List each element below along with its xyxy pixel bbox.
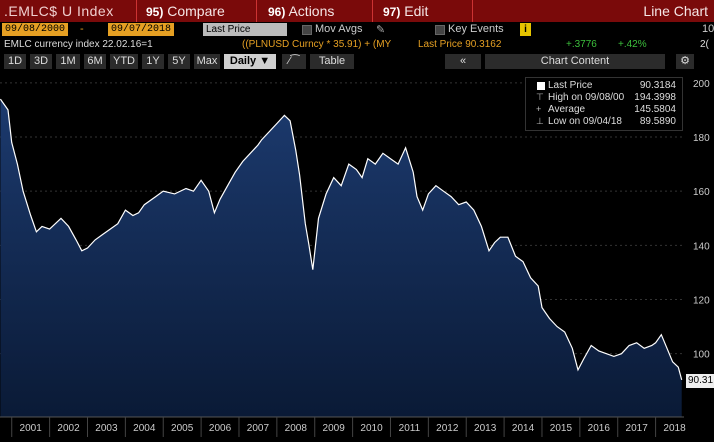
date-range-dash: -	[80, 23, 84, 35]
end-date-field[interactable]: 09/07/2018	[108, 23, 175, 36]
security-ticker[interactable]: .EMLC$ U Index	[4, 3, 114, 19]
x-tick-label: 2005	[171, 423, 194, 434]
y-tick-label: 180	[693, 133, 710, 144]
y-tick-label: 140	[693, 241, 710, 252]
x-tick-label: 2002	[57, 423, 80, 434]
legend-average-label: Average	[548, 104, 586, 115]
y-tick-label: 160	[693, 187, 710, 198]
period-3d-button[interactable]: 3D	[30, 54, 52, 69]
compare-button[interactable]: 95) Compare	[146, 3, 225, 19]
period-6m-button[interactable]: 6M	[84, 54, 106, 69]
actions-number: 96)	[268, 5, 286, 19]
x-tick-label: 2013	[474, 423, 497, 434]
collapse-icon[interactable]: «	[445, 54, 481, 69]
compare-label: Compare	[167, 3, 225, 19]
period-1d-button[interactable]: 1D	[4, 54, 26, 69]
field-select[interactable]: Last Price	[203, 23, 287, 36]
title-separator	[136, 0, 137, 22]
legend-high: ⊤ High on 09/08/00 194.3998	[526, 92, 682, 104]
x-tick-label: 2006	[209, 423, 232, 434]
start-date-field[interactable]: 09/08/2000	[2, 23, 69, 36]
x-tick-label: 2016	[588, 423, 611, 434]
y-tick-label: 120	[693, 296, 710, 307]
title-separator	[472, 0, 473, 22]
x-tick-label: 2012	[436, 423, 459, 434]
x-tick-label: 2001	[20, 423, 43, 434]
x-tick-label: 2011	[399, 423, 421, 434]
actions-label: Actions	[288, 3, 335, 19]
compare-number: 95)	[146, 5, 164, 19]
right-number: 10	[702, 23, 714, 35]
mov-avgs-checkbox[interactable]	[302, 25, 312, 35]
x-tick-label: 2007	[247, 423, 270, 434]
x-tick-label: 2003	[95, 423, 118, 434]
x-tick-label: 2015	[550, 423, 573, 434]
price-line	[0, 98, 683, 381]
chart-legend: Last Price 90.3184 ⊤ High on 09/08/00 19…	[525, 77, 683, 131]
last-value-tag: 90.31	[686, 374, 714, 388]
y-tick-label: 200	[693, 79, 710, 90]
x-tick-label: 2010	[360, 423, 383, 434]
key-events-checkbox[interactable]	[435, 25, 445, 35]
line-chart-icon[interactable]: ⁄⁀	[282, 54, 306, 69]
legend-last-price-label: Last Price	[548, 80, 593, 91]
legend-last-price-value: 90.3184	[639, 80, 676, 91]
chart-type-label[interactable]: Line Chart	[643, 3, 708, 19]
high-marker-icon: ⊤	[536, 92, 544, 102]
info-icon[interactable]: i	[520, 23, 531, 36]
legend-average-value: 145.5804	[634, 104, 676, 115]
toolbar: 1D 3D 1M 6M YTD 1Y 5Y Max Daily ▼ ⁄⁀ Tab…	[0, 53, 714, 70]
key-events-label: Key Events	[448, 23, 504, 35]
x-tick-label: 2009	[323, 423, 346, 434]
x-tick-label: 2018	[663, 423, 686, 434]
gear-icon[interactable]: ⚙	[676, 54, 694, 69]
pencil-icon[interactable]: ✎	[376, 24, 386, 36]
title-separator	[372, 0, 373, 22]
x-tick-label: 2004	[133, 423, 156, 434]
change-percent: +.42%	[618, 39, 647, 50]
period-ytd-button[interactable]: YTD	[110, 54, 138, 69]
low-marker-icon: ⊥	[536, 116, 544, 126]
index-description: EMLC currency index 22.02.16=1	[4, 39, 153, 50]
last-price-readout: Last Price 90.3162	[418, 39, 502, 50]
legend-high-label: High on 09/08/00	[548, 92, 625, 103]
period-5y-button[interactable]: 5Y	[168, 54, 190, 69]
period-1m-button[interactable]: 1M	[56, 54, 80, 69]
actions-button[interactable]: 96) Actions	[268, 3, 334, 19]
legend-low: ⊥ Low on 09/04/18 89.5890	[526, 116, 682, 128]
chart-content-button[interactable]: Chart Content	[485, 54, 665, 69]
frequency-label: Daily	[229, 55, 257, 67]
controls-row: 09/08/2000 - 09/07/2018 Last Price Mov A…	[0, 22, 714, 38]
legend-average: + Average 145.5804	[526, 104, 682, 116]
info-tail: 2(	[700, 39, 709, 50]
average-marker-icon: +	[536, 104, 542, 114]
title-bar: .EMLC$ U Index 95) Compare 96) Actions 9…	[0, 0, 714, 22]
period-1y-button[interactable]: 1Y	[142, 54, 164, 69]
period-max-button[interactable]: Max	[194, 54, 220, 69]
edit-number: 97)	[383, 5, 401, 19]
legend-high-value: 194.3998	[634, 92, 676, 103]
x-axis: 2001 2002 2003 2004 2005 2006 2007 2008 2009 2010…	[0, 416, 686, 437]
edit-label: Edit	[404, 3, 429, 19]
legend-swatch	[537, 82, 545, 90]
frequency-dropdown[interactable]: Daily ▼	[224, 54, 276, 69]
info-line: EMLC currency index 22.02.16=1 ((PLNUSD …	[0, 38, 714, 52]
y-axis: 100 120 140 160 180 200	[693, 79, 710, 361]
x-tick-label: 2017	[626, 423, 649, 434]
legend-last-price: Last Price 90.3184	[526, 80, 682, 92]
legend-low-value: 89.5890	[639, 116, 676, 127]
legend-low-label: Low on 09/04/18	[548, 116, 622, 127]
change-absolute: +.3776	[566, 39, 597, 50]
x-tick-label: 2008	[285, 423, 308, 434]
price-area	[0, 99, 682, 417]
overlay-formula: ((PLNUSD Curncy * 35.91) + (MY	[242, 39, 392, 50]
title-separator	[256, 0, 257, 22]
table-button[interactable]: Table	[310, 54, 354, 69]
x-tick-label: 2014	[512, 423, 535, 434]
mov-avgs-label: Mov Avgs	[315, 23, 363, 35]
y-tick-label: 100	[693, 350, 710, 361]
edit-button[interactable]: 97) Edit	[383, 3, 428, 19]
